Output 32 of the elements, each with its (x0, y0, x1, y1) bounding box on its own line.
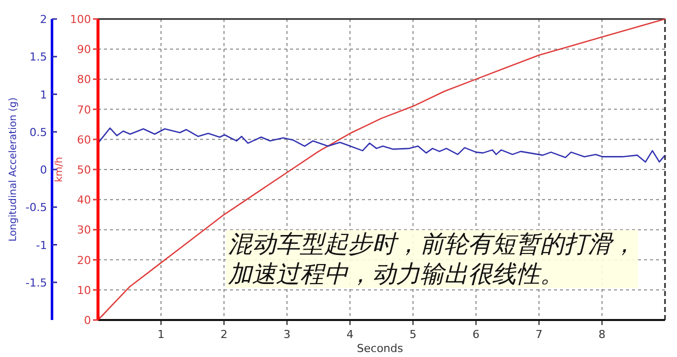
y2-tick-label: -1.5 (26, 276, 47, 290)
y2-tick-label: 0 (40, 164, 47, 176)
y-tick-label: 20 (77, 254, 91, 267)
y2-tick-label: -1 (36, 238, 47, 252)
y-tick-label: 0 (84, 314, 91, 327)
y2-tick-label: 1.5 (30, 50, 47, 64)
y2-tick-label: 2 (40, 13, 47, 26)
y2-tick-label: 1 (40, 88, 47, 102)
x-axis-title: Seconds (356, 342, 404, 355)
y-tick-label: 80 (77, 73, 91, 86)
y2-tick-label: -0.5 (26, 201, 47, 214)
x-tick-label: 1 (158, 328, 164, 341)
y-tick-label: 60 (77, 133, 91, 146)
y-tick-label: 40 (77, 194, 91, 207)
y-tick-label: 10 (77, 284, 91, 297)
y-tick-label: 90 (77, 43, 91, 56)
x-tick-label: 4 (346, 328, 354, 341)
x-tick-label: 3 (284, 328, 290, 341)
y-tick-label: 50 (77, 164, 91, 176)
y2-tick-label: 0.5 (30, 126, 47, 139)
x-tick-label: 7 (536, 328, 542, 341)
annotation: 混动车型起步时，前轮有短暂的打滑，加速过程中，动力输出很线性。 (228, 230, 636, 288)
x-tick-label: 2 (220, 328, 228, 341)
x-tick-label: 6 (472, 328, 480, 341)
y-axis-title: km/h (54, 156, 65, 182)
y-tick-label: 30 (77, 224, 91, 237)
line-series (97, 127, 666, 163)
x-tick-label: 5 (410, 328, 416, 341)
y2-axis-title: Longitudinal Acceleration (g) (8, 97, 19, 242)
y-tick-label: 100 (70, 13, 91, 26)
y-tick-label: 70 (77, 103, 91, 116)
x-tick-label: 8 (598, 328, 606, 341)
